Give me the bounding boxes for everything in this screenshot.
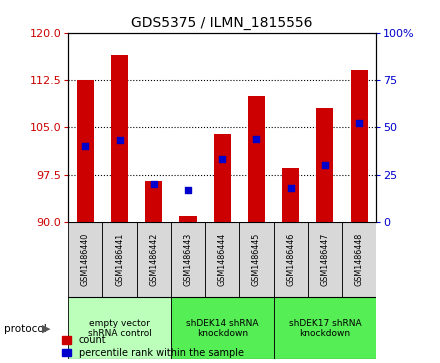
- Text: GSM1486446: GSM1486446: [286, 233, 295, 286]
- Bar: [308, 222, 342, 297]
- Point: [321, 162, 328, 168]
- Bar: [316, 108, 334, 222]
- Text: protocol: protocol: [4, 323, 47, 334]
- Point: [253, 136, 260, 142]
- Bar: [351, 70, 368, 222]
- Text: shDEK14 shRNA
knockdown: shDEK14 shRNA knockdown: [186, 319, 258, 338]
- Bar: [68, 297, 171, 359]
- Bar: [342, 222, 376, 297]
- Bar: [145, 181, 162, 222]
- Bar: [180, 216, 197, 222]
- Text: GSM1486441: GSM1486441: [115, 233, 124, 286]
- Text: shDEK17 shRNA
knockdown: shDEK17 shRNA knockdown: [289, 319, 361, 338]
- Point: [287, 185, 294, 191]
- Bar: [248, 96, 265, 222]
- Text: GSM1486443: GSM1486443: [183, 233, 192, 286]
- Text: GSM1486440: GSM1486440: [81, 233, 90, 286]
- Point: [116, 138, 123, 143]
- Point: [219, 156, 226, 162]
- Text: GSM1486448: GSM1486448: [355, 233, 363, 286]
- Text: empty vector
shRNA control: empty vector shRNA control: [88, 319, 151, 338]
- Bar: [111, 55, 128, 222]
- Text: GSM1486444: GSM1486444: [218, 233, 227, 286]
- Text: GSM1486445: GSM1486445: [252, 233, 261, 286]
- Text: GSM1486447: GSM1486447: [320, 233, 330, 286]
- Bar: [171, 297, 274, 359]
- Bar: [77, 80, 94, 222]
- Bar: [171, 222, 205, 297]
- Bar: [137, 222, 171, 297]
- Bar: [239, 222, 274, 297]
- Legend: count, percentile rank within the sample: count, percentile rank within the sample: [62, 335, 244, 358]
- Bar: [274, 222, 308, 297]
- Bar: [205, 222, 239, 297]
- Text: ▶: ▶: [42, 323, 50, 334]
- Bar: [68, 222, 103, 297]
- Bar: [103, 222, 137, 297]
- Bar: [214, 134, 231, 222]
- Point: [356, 121, 363, 126]
- Point: [82, 143, 89, 149]
- Title: GDS5375 / ILMN_1815556: GDS5375 / ILMN_1815556: [132, 16, 313, 30]
- Text: GSM1486442: GSM1486442: [149, 233, 158, 286]
- Bar: [282, 168, 299, 222]
- Bar: [274, 297, 376, 359]
- Point: [184, 187, 191, 192]
- Point: [150, 181, 157, 187]
